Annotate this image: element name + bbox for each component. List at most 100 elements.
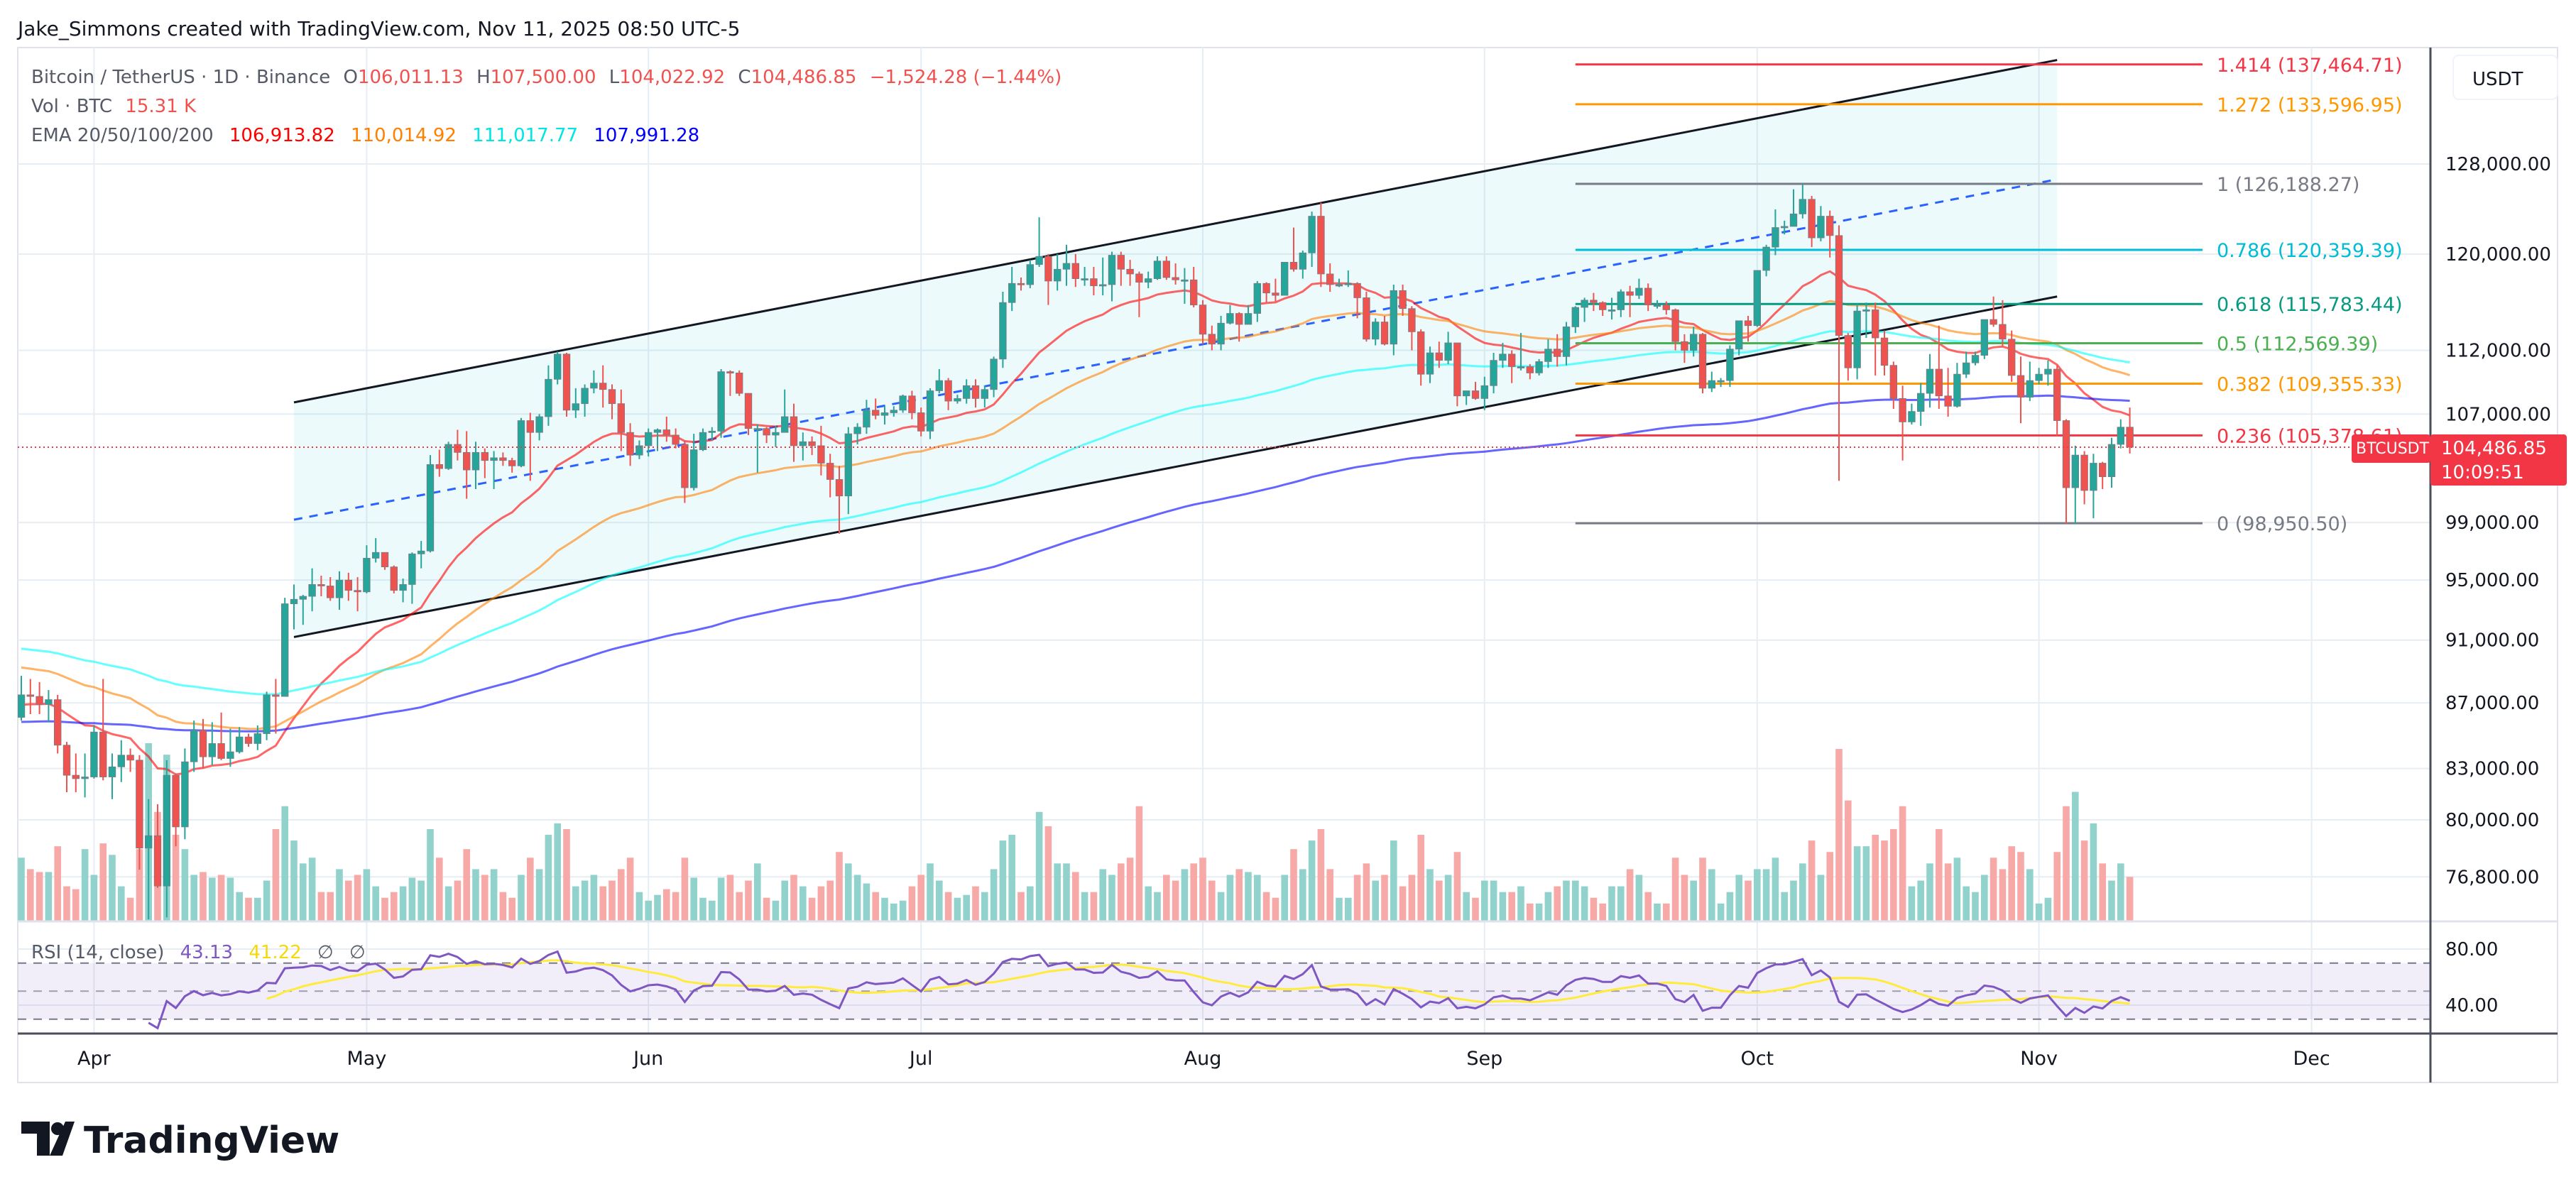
candle-body	[117, 755, 126, 767]
currency-button[interactable]: USDT	[2452, 55, 2558, 100]
candle	[54, 694, 62, 754]
volume-bar	[581, 880, 589, 921]
candle-body	[781, 416, 789, 433]
volume-bar	[126, 897, 134, 921]
candle-body	[590, 383, 598, 389]
volume-bar	[1417, 835, 1424, 921]
candle	[1281, 261, 1289, 296]
volume-bar	[1463, 892, 1470, 921]
candle	[1108, 251, 1116, 302]
volume-bar	[817, 886, 825, 921]
candle	[435, 449, 444, 477]
volume-bar	[2044, 897, 2052, 921]
symbol-badge: BTCUSDT	[2356, 440, 2430, 458]
candle-body	[1789, 213, 1798, 227]
candle	[899, 394, 907, 413]
price-tick-label: 112,000.00	[2445, 341, 2551, 362]
rsi-legend[interactable]: RSI (14, close) 43.13 41.22 ∅ ∅	[31, 942, 366, 963]
candle-body	[1744, 320, 1752, 327]
candle-body	[2071, 454, 2080, 488]
candle	[1490, 353, 1497, 394]
price-axis[interactable]: 128,000.00 120,000.00 112,000.00 107,000.00…	[2445, 154, 2551, 1017]
candle-body	[2062, 420, 2070, 488]
candle-body	[317, 583, 325, 586]
candle	[227, 728, 234, 767]
volume-bar	[654, 894, 661, 921]
volume-bar	[1408, 875, 1416, 921]
ema200-value: 107,991.28	[594, 125, 699, 146]
candle	[1717, 378, 1725, 388]
candle-body	[1999, 324, 2007, 340]
candle-body	[872, 410, 880, 416]
price-badge-bg	[2430, 434, 2567, 486]
candle-body	[381, 552, 389, 568]
parallel-channel-drawing[interactable]	[293, 59, 2058, 638]
candle-body	[163, 774, 171, 887]
candle-body	[545, 378, 552, 417]
volume-bar	[1899, 806, 1906, 921]
volume-bar	[508, 897, 515, 921]
volume-bar	[663, 889, 670, 921]
candle-body	[227, 751, 234, 759]
volume-bar	[308, 857, 316, 921]
candle	[672, 428, 680, 449]
volume-bar	[1644, 892, 1652, 921]
candle-body	[554, 354, 562, 380]
channel-middle-line[interactable]	[293, 178, 2058, 521]
candle	[1562, 322, 1571, 366]
time-axis[interactable]: Apr May Jun Jul Aug Sep Oct Nov Dec	[77, 1048, 2330, 1070]
candle	[2062, 419, 2070, 525]
candle	[1380, 315, 1389, 346]
candle	[517, 417, 525, 468]
candle-body	[1108, 255, 1116, 285]
candle-body	[999, 302, 1007, 360]
fib-extension-drawing[interactable]: 1.414 (137,464.71) 1.272 (133,596.95) 1 (1…	[1575, 55, 2403, 535]
volume-bar	[2117, 863, 2124, 921]
volume-bar	[1345, 897, 1352, 921]
channel-lower-line[interactable]	[293, 295, 2058, 638]
candle-body	[1553, 349, 1561, 357]
candle-body	[1662, 305, 1671, 310]
candle-body	[944, 380, 952, 402]
volume-bar	[2108, 880, 2115, 921]
candle-body	[54, 699, 62, 746]
candle	[1571, 306, 1580, 334]
candle-body	[2126, 427, 2134, 448]
candle	[781, 389, 789, 433]
candle	[354, 577, 361, 612]
candle-body	[2035, 373, 2043, 381]
candle	[308, 568, 316, 612]
candle	[2053, 365, 2061, 437]
candle-body	[1026, 264, 1035, 285]
candle-body	[581, 388, 589, 405]
channel-upper-line[interactable]	[293, 59, 2058, 404]
candle	[981, 385, 989, 408]
candle	[717, 369, 725, 438]
candle	[1598, 301, 1607, 316]
candle	[1217, 315, 1225, 351]
candle-body	[1490, 360, 1497, 386]
candle	[399, 579, 407, 603]
volume-bar	[1381, 875, 1388, 921]
tradingview-logo[interactable]: TradingView	[21, 1119, 339, 1162]
candle-body	[417, 550, 425, 554]
candle-body	[708, 430, 716, 433]
candle	[2026, 361, 2034, 402]
volume-bar	[481, 875, 489, 921]
volume-bar	[63, 886, 70, 921]
fib-level-label: 0 (98,950.50)	[2217, 513, 2347, 535]
candle	[1772, 209, 1779, 256]
volume-bar	[1508, 892, 1515, 921]
volume-bar	[427, 828, 434, 921]
volume-bar	[1208, 880, 1216, 921]
candle	[1199, 300, 1207, 344]
symbol-legend[interactable]: Bitcoin / TetherUS · 1D · Binance O106,0…	[31, 67, 1061, 146]
candle-body	[1308, 216, 1316, 253]
volume-bar	[444, 886, 452, 921]
candle-body	[217, 743, 225, 759]
candle	[1044, 253, 1052, 305]
ema-lines	[21, 270, 2131, 776]
candle-body	[326, 586, 334, 598]
volume-bar	[1126, 857, 1134, 921]
